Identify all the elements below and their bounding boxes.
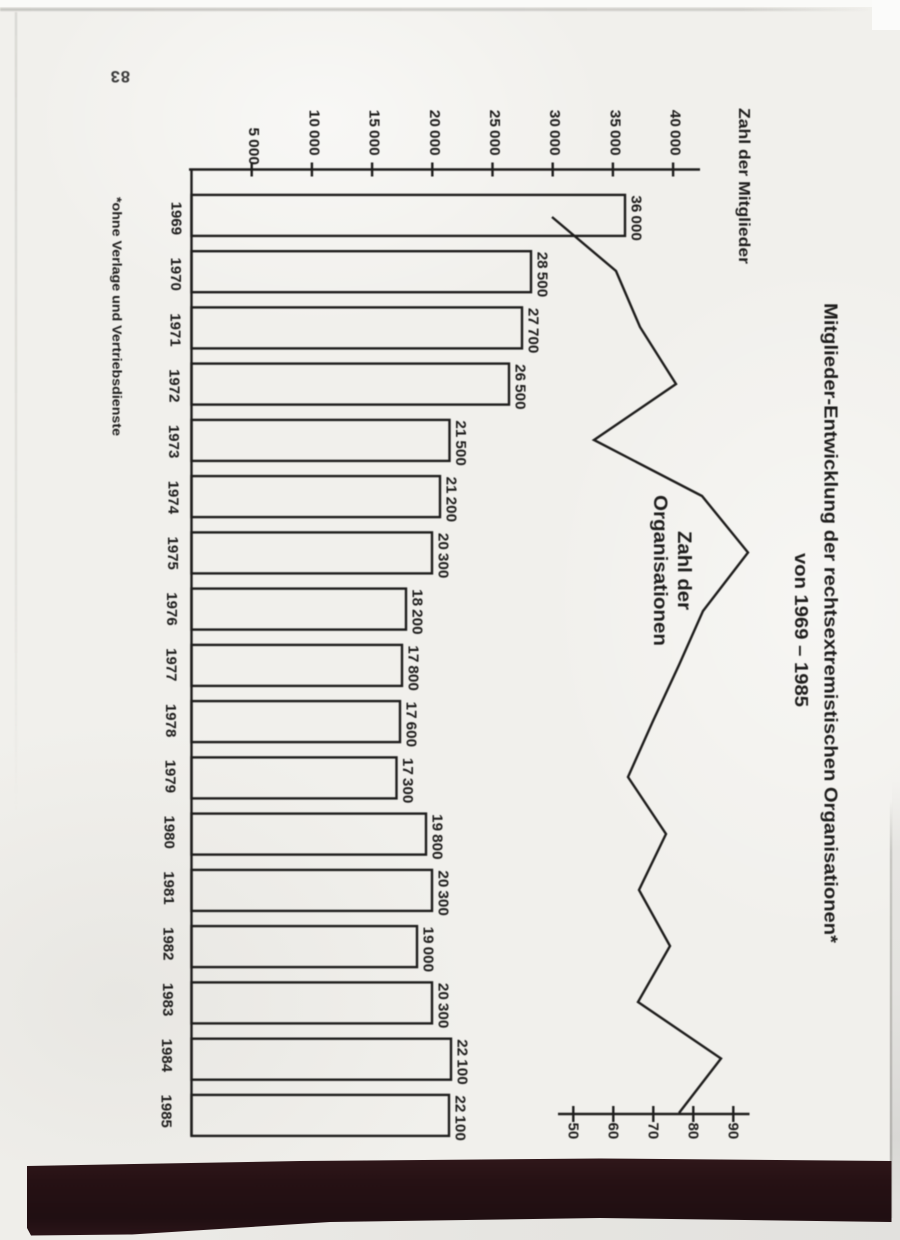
svg-text:1973: 1973 — [165, 425, 182, 458]
svg-text:5 000: 5 000 — [245, 128, 262, 165]
svg-text:27 700: 27 700 — [525, 308, 542, 354]
svg-text:Zahl der: Zahl der — [673, 531, 694, 611]
svg-text:17 600: 17 600 — [403, 702, 420, 748]
svg-text:30 000: 30 000 — [546, 110, 563, 156]
svg-text:50: 50 — [565, 1123, 582, 1140]
svg-text:10 000: 10 000 — [305, 110, 322, 156]
svg-text:1980: 1980 — [161, 816, 178, 849]
svg-text:1983: 1983 — [159, 983, 176, 1016]
svg-text:36 000: 36 000 — [628, 195, 645, 241]
svg-text:18 200: 18 200 — [409, 589, 426, 635]
svg-text:35 000: 35 000 — [606, 110, 623, 156]
svg-text:25 000: 25 000 — [486, 110, 503, 156]
svg-text:1971: 1971 — [166, 313, 183, 346]
svg-text:1972: 1972 — [166, 369, 183, 402]
svg-text:1979: 1979 — [161, 760, 178, 793]
svg-text:26 500: 26 500 — [512, 364, 529, 410]
svg-text:1984: 1984 — [158, 1039, 175, 1073]
svg-text:15 000: 15 000 — [366, 110, 383, 156]
svg-text:1981: 1981 — [160, 871, 177, 904]
svg-text:20 300: 20 300 — [435, 983, 452, 1029]
svg-text:1975: 1975 — [164, 537, 181, 570]
svg-text:20 000: 20 000 — [426, 110, 443, 156]
svg-text:19 000: 19 000 — [420, 927, 437, 973]
svg-text:1974: 1974 — [165, 481, 182, 515]
svg-text:40 000: 40 000 — [667, 110, 684, 156]
svg-text:28 500: 28 500 — [534, 252, 551, 298]
svg-text:von 1969 – 1985: von 1969 – 1985 — [791, 553, 811, 707]
svg-text:19 800: 19 800 — [429, 814, 446, 860]
svg-text:1970: 1970 — [167, 258, 184, 291]
svg-text:1969: 1969 — [168, 202, 185, 235]
svg-text:70: 70 — [645, 1123, 662, 1140]
svg-text:21 500: 21 500 — [452, 420, 469, 466]
svg-text:*ohne Verlage und Vertriebsdie: *ohne Verlage und Vertriebsdienste — [110, 197, 125, 436]
svg-text:17 800: 17 800 — [405, 645, 422, 691]
svg-text:1982: 1982 — [160, 927, 177, 960]
svg-text:20 300: 20 300 — [435, 533, 452, 579]
svg-text:Organisationen: Organisationen — [649, 495, 670, 646]
svg-text:21 200: 21 200 — [443, 477, 460, 522]
svg-text:1977: 1977 — [163, 648, 180, 681]
svg-text:90: 90 — [725, 1123, 742, 1140]
svg-text:Mitglieder-Entwicklung der rec: Mitglieder-Entwicklung der rechtsextremi… — [820, 303, 840, 943]
svg-text:60: 60 — [605, 1123, 622, 1140]
svg-text:1985: 1985 — [158, 1095, 175, 1128]
svg-text:80: 80 — [685, 1123, 702, 1140]
svg-text:17 300: 17 300 — [399, 758, 416, 804]
svg-text:1976: 1976 — [163, 592, 180, 625]
svg-text:22 100: 22 100 — [452, 1095, 469, 1141]
svg-text:1978: 1978 — [162, 704, 179, 737]
svg-text:Zahl der Mitglieder: Zahl der Mitglieder — [735, 108, 752, 264]
svg-text:20 300: 20 300 — [435, 870, 452, 916]
svg-text:22 100: 22 100 — [454, 1039, 471, 1085]
